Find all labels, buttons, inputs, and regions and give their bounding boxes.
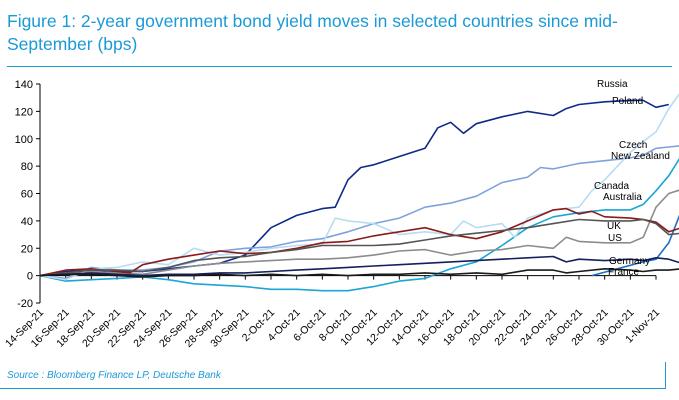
footer-corner: [665, 362, 666, 389]
series-label-poland: Poland: [612, 96, 643, 107]
footer-divider: [0, 388, 665, 389]
y-tick-label: 100: [15, 134, 33, 146]
series-line-germany: [39, 255, 679, 277]
y-tick-label: 140: [15, 79, 33, 91]
series-label-russia: Russia: [597, 79, 628, 90]
series-label-france: France: [608, 267, 640, 278]
series-label-us: US: [608, 233, 622, 244]
source-note: Source : Bloomberg Finance LP, Deutsche …: [7, 370, 221, 381]
y-tick-label: 20: [21, 243, 33, 255]
y-tick-label: -20: [17, 298, 33, 310]
series-line-australia: [39, 93, 679, 281]
series-label-czech: Czech: [619, 140, 647, 151]
series-line-canada: [39, 189, 679, 277]
series-label-australia: Australia: [603, 192, 642, 203]
series-label-canada: Canada: [594, 181, 629, 192]
chart-title: Figure 1: 2-year government bond yield m…: [7, 11, 618, 54]
series-line-uk: [39, 207, 679, 277]
series-label-germany: Germany: [609, 256, 650, 267]
y-tick-label: 120: [15, 106, 33, 118]
series-label-uk: UK: [607, 221, 621, 232]
series-line-france: [39, 268, 679, 278]
series-line-new-zealand: [39, 157, 679, 292]
series-line-poland: [591, 214, 679, 277]
series-line-russia: [39, 99, 669, 277]
y-tick-label: 40: [21, 216, 33, 228]
y-tick-label: 60: [21, 189, 33, 201]
y-tick-label: 0: [27, 271, 33, 283]
series-line-us: [39, 218, 679, 277]
title-divider: [7, 66, 672, 67]
y-tick-label: 80: [21, 161, 33, 173]
series-label-new-zealand: New Zealand: [611, 151, 670, 162]
